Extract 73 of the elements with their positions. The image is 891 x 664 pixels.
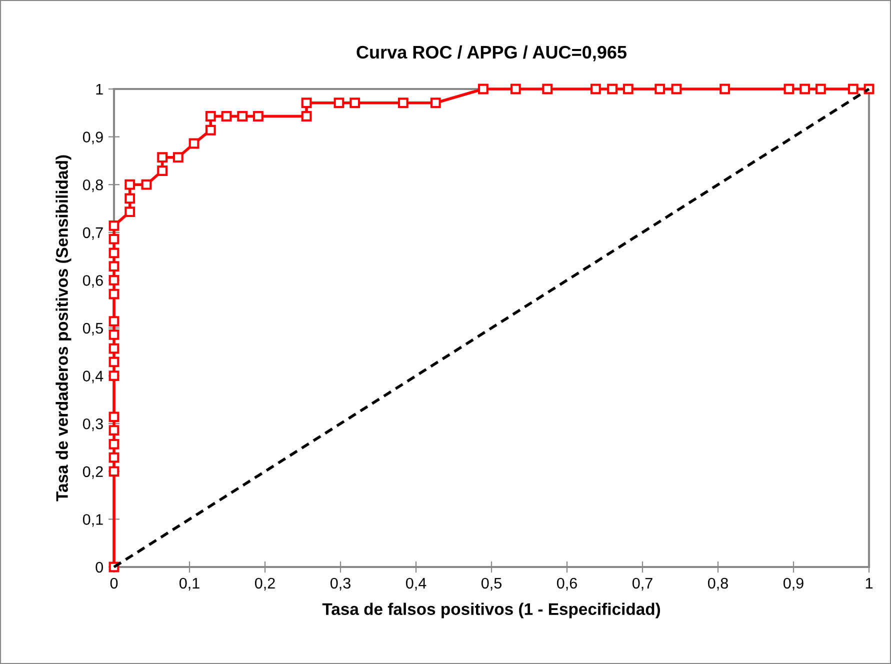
x-tick-label: 0,6 bbox=[556, 578, 577, 590]
point bbox=[815, 84, 826, 94]
point bbox=[720, 84, 730, 94]
point bbox=[237, 111, 248, 122]
point bbox=[124, 179, 136, 190]
point bbox=[124, 193, 136, 204]
point bbox=[301, 111, 312, 122]
point bbox=[108, 412, 120, 422]
point bbox=[221, 111, 232, 122]
point bbox=[157, 152, 168, 163]
point bbox=[334, 98, 344, 108]
point bbox=[654, 84, 666, 94]
point bbox=[205, 111, 216, 122]
x-tick-label: 0,4 bbox=[406, 578, 426, 590]
x-tick-label: 0,9 bbox=[783, 578, 804, 590]
point bbox=[622, 84, 634, 94]
y-tick-label: 0,4 bbox=[82, 370, 104, 384]
point bbox=[671, 84, 682, 94]
point bbox=[141, 179, 152, 190]
point bbox=[510, 84, 521, 94]
x-tick-label: 0,3 bbox=[330, 578, 350, 590]
point bbox=[607, 84, 618, 94]
point bbox=[108, 316, 120, 327]
x-tick-label: 0,1 bbox=[179, 578, 200, 590]
point bbox=[108, 343, 120, 354]
y-tick-label: 0,1 bbox=[82, 514, 103, 527]
x-axis-title: Tasa de falsos positivos (1 - Especificidad) bbox=[322, 602, 660, 618]
x-tick-label: 0,2 bbox=[254, 578, 275, 590]
y-axis-title: Tasa de verdaderos positivos (Sensibilidad) bbox=[56, 155, 72, 502]
point bbox=[108, 274, 120, 286]
point bbox=[800, 84, 810, 94]
point bbox=[124, 206, 136, 218]
point bbox=[172, 152, 184, 163]
point bbox=[108, 425, 120, 436]
point bbox=[252, 111, 264, 122]
y-tick-label: 0,3 bbox=[82, 418, 103, 432]
point bbox=[301, 98, 312, 108]
point bbox=[108, 220, 120, 231]
point bbox=[205, 124, 216, 136]
y-tick-label: 0,7 bbox=[82, 227, 103, 240]
point bbox=[108, 452, 120, 463]
point bbox=[784, 84, 794, 94]
point bbox=[108, 261, 120, 272]
point bbox=[398, 98, 408, 108]
point bbox=[108, 438, 120, 450]
point bbox=[157, 166, 168, 176]
y-tick-label: 0 bbox=[96, 562, 103, 573]
x-tick-label: 0 bbox=[110, 578, 118, 589]
point bbox=[108, 288, 120, 300]
point bbox=[108, 329, 120, 340]
x-tick-label: 0,7 bbox=[632, 578, 652, 590]
x-tick-label: 1 bbox=[866, 578, 873, 588]
y-tick-label: 0,8 bbox=[82, 179, 103, 192]
x-tick-label: 0,8 bbox=[708, 578, 728, 590]
point bbox=[188, 138, 200, 149]
y-tick-label: 0,2 bbox=[82, 466, 103, 479]
point bbox=[848, 84, 858, 94]
point bbox=[430, 98, 441, 108]
x-tick-label: 0,5 bbox=[481, 578, 502, 590]
point bbox=[108, 234, 120, 244]
y-tick-label: 1 bbox=[96, 84, 103, 95]
y-tick-label: 0,9 bbox=[82, 132, 103, 144]
chart-title: Curva ROC / APPG / AUC=0,965 bbox=[356, 45, 627, 62]
point bbox=[108, 356, 120, 368]
point bbox=[590, 84, 601, 94]
point bbox=[108, 466, 120, 477]
point bbox=[108, 370, 120, 382]
point bbox=[350, 98, 360, 108]
y-tick-label: 0,6 bbox=[82, 275, 103, 288]
y-tick-label: 0,5 bbox=[82, 322, 103, 336]
point bbox=[478, 84, 488, 94]
point bbox=[542, 84, 553, 94]
point bbox=[108, 248, 120, 258]
